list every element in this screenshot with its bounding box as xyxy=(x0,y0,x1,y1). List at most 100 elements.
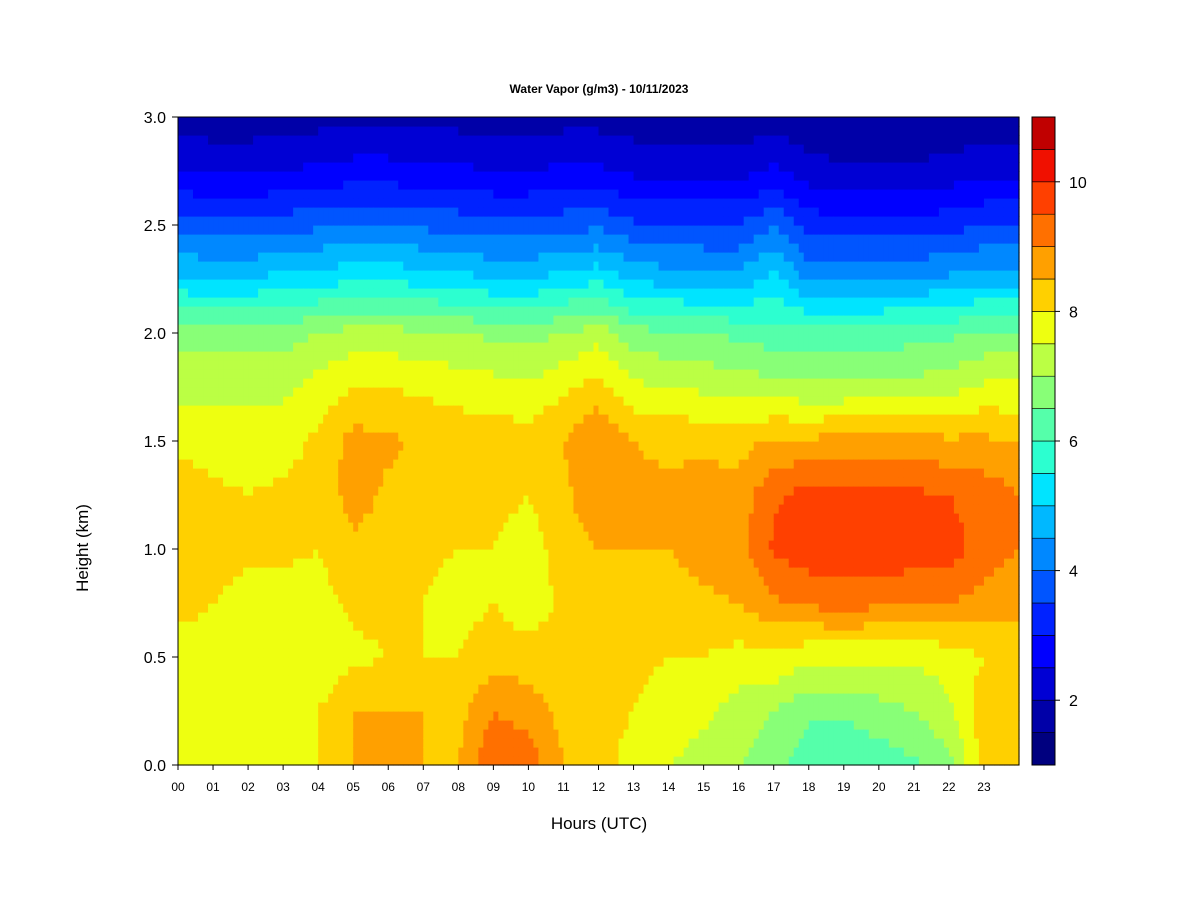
heatmap-cell xyxy=(398,117,404,127)
heatmap-cell xyxy=(428,270,434,280)
heatmap-cell xyxy=(323,549,329,559)
heatmap-cell xyxy=(243,576,249,586)
heatmap-cell xyxy=(253,495,259,505)
heatmap-cell xyxy=(373,729,379,739)
heatmap-cell xyxy=(193,378,199,388)
heatmap-cell xyxy=(278,369,284,379)
heatmap-cell xyxy=(268,594,274,604)
heatmap-cell xyxy=(483,603,489,613)
heatmap-cell xyxy=(253,441,259,451)
heatmap-cell xyxy=(433,387,439,397)
heatmap-cell xyxy=(413,378,419,388)
heatmap-cell xyxy=(363,477,369,487)
heatmap-cell xyxy=(393,729,399,739)
heatmap-cell xyxy=(323,423,329,433)
heatmap-cell xyxy=(513,567,520,577)
heatmap-cell xyxy=(193,180,199,190)
heatmap-cell xyxy=(358,540,364,550)
heatmap-cell xyxy=(313,396,319,406)
heatmap-cell xyxy=(203,738,209,748)
heatmap-cell xyxy=(233,243,239,253)
heatmap-cell xyxy=(483,234,489,244)
heatmap-cell xyxy=(298,126,304,136)
heatmap-cell xyxy=(503,693,509,703)
heatmap-cell xyxy=(448,693,454,703)
heatmap-cell xyxy=(508,288,514,298)
heatmap-cell xyxy=(183,225,189,235)
heatmap-cell xyxy=(428,720,434,730)
heatmap-cell xyxy=(378,477,384,487)
heatmap-cell xyxy=(388,702,394,712)
heatmap-cell xyxy=(488,603,494,613)
heatmap-cell xyxy=(213,702,219,712)
heatmap-cell xyxy=(298,711,304,721)
heatmap-cell xyxy=(523,720,530,730)
heatmap-cell xyxy=(278,315,284,325)
heatmap-cell xyxy=(233,603,239,613)
heatmap-cell xyxy=(368,720,374,730)
heatmap-cell xyxy=(198,126,204,136)
heatmap-cell xyxy=(383,414,389,424)
heatmap-cell xyxy=(278,540,284,550)
heatmap-cell xyxy=(313,378,319,388)
heatmap-cell xyxy=(463,486,469,496)
heatmap-cell xyxy=(308,342,314,352)
heatmap-cell xyxy=(423,315,429,325)
heatmap-cell xyxy=(468,459,474,469)
heatmap-cell xyxy=(473,396,479,406)
heatmap-cell xyxy=(348,477,354,487)
heatmap-cell xyxy=(478,252,484,262)
heatmap-cell xyxy=(368,648,374,658)
heatmap-cell xyxy=(403,648,409,658)
heatmap-cell xyxy=(408,117,414,127)
heatmap-cell xyxy=(283,198,289,208)
heatmap-cell xyxy=(213,675,219,685)
heatmap-cell xyxy=(498,360,504,370)
heatmap-cell xyxy=(298,432,304,442)
heatmap-cell xyxy=(463,270,469,280)
heatmap-cell xyxy=(463,468,469,478)
heatmap-cell xyxy=(198,657,204,667)
heatmap-cell xyxy=(203,522,209,532)
heatmap-cell xyxy=(453,450,459,460)
heatmap-cell xyxy=(198,594,204,604)
heatmap-cell xyxy=(338,468,344,478)
heatmap-cell xyxy=(358,630,364,640)
heatmap-cell xyxy=(208,477,214,487)
heatmap-cell xyxy=(468,468,474,478)
heatmap-cell xyxy=(433,513,439,523)
heatmap-cell xyxy=(223,126,229,136)
heatmap-cell xyxy=(428,477,434,487)
heatmap-cell xyxy=(358,684,364,694)
heatmap-cell xyxy=(208,738,214,748)
heatmap-cell xyxy=(418,162,424,172)
heatmap-cell xyxy=(468,162,474,172)
heatmap-cell xyxy=(228,738,234,748)
heatmap-cell xyxy=(353,495,359,505)
heatmap-cell xyxy=(263,333,269,343)
heatmap-cell xyxy=(213,594,219,604)
heatmap-cell xyxy=(388,441,394,451)
heatmap-cell xyxy=(443,234,449,244)
heatmap-cell xyxy=(433,567,439,577)
heatmap-cell xyxy=(468,729,474,739)
heatmap-cell xyxy=(273,504,279,514)
heatmap-cell xyxy=(433,315,439,325)
heatmap-cell xyxy=(188,351,194,361)
heatmap-cell xyxy=(468,171,474,181)
heatmap-cell xyxy=(323,324,329,334)
heatmap-cell xyxy=(208,747,214,757)
heatmap-cell xyxy=(343,153,349,163)
heatmap-cell xyxy=(468,648,474,658)
heatmap-cell xyxy=(288,261,294,271)
heatmap-cell xyxy=(338,729,344,739)
heatmap-cell xyxy=(328,540,334,550)
heatmap-cell xyxy=(333,549,339,559)
heatmap-cell xyxy=(328,252,334,262)
heatmap-cell xyxy=(183,522,189,532)
heatmap-cell xyxy=(418,369,424,379)
heatmap-cell xyxy=(498,315,504,325)
heatmap-cell xyxy=(418,711,424,721)
heatmap-cell xyxy=(233,351,239,361)
heatmap-cell xyxy=(473,684,479,694)
